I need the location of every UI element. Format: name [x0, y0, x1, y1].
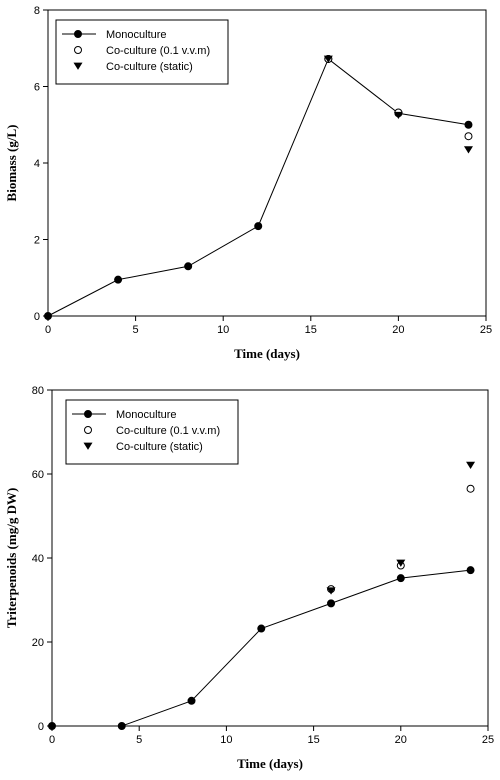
data-point — [254, 222, 263, 231]
legend-entry: Co-culture (0.1 v.v.m) — [106, 45, 210, 57]
y-tick-label: 80 — [32, 385, 44, 397]
y-tick-label: 0 — [34, 311, 40, 323]
x-tick-label: 10 — [217, 324, 229, 336]
x-axis-title: Time (days) — [237, 756, 303, 771]
data-point — [44, 312, 52, 320]
series-line — [52, 569, 471, 727]
data-point — [184, 262, 193, 271]
y-tick-label: 2 — [34, 235, 40, 247]
legend-marker — [73, 62, 83, 70]
data-point — [464, 132, 473, 141]
series-line — [47, 58, 469, 317]
x-tick-label: 15 — [307, 734, 319, 746]
y-axis-title: Biomass (g/L) — [4, 125, 19, 202]
x-tick-label: 15 — [305, 324, 317, 336]
data-point — [466, 461, 476, 470]
x-tick-label: 10 — [220, 734, 232, 746]
triterpenoids-chart: 0 5 10 15 20 25 0 20 40 60 80 Time (days) Triterpeno… — [4, 385, 494, 771]
legend-entry: Co-culture (static) — [116, 441, 203, 453]
data-point — [396, 559, 406, 567]
x-axis-title: Time (days) — [234, 346, 300, 361]
legend-marker — [74, 30, 82, 38]
data-point — [323, 55, 333, 63]
y-axis-title: Triterpenoids (mg/g DW) — [4, 488, 19, 629]
legend-entry: Co-culture (0.1 v.v.m) — [116, 425, 220, 437]
data-point — [326, 587, 336, 595]
data-point — [114, 275, 123, 284]
series-2 — [326, 461, 476, 595]
data-point — [257, 624, 266, 633]
legend-entry: Co-culture (static) — [106, 61, 193, 73]
y-tick-label: 40 — [32, 553, 44, 565]
x-tick-label: 20 — [395, 734, 407, 746]
data-point — [117, 722, 126, 730]
y-tick-label: 0 — [38, 721, 44, 733]
x-tick-label: 0 — [45, 324, 51, 336]
data-point — [466, 484, 475, 493]
y-tick-label: 4 — [34, 158, 40, 170]
x-tick-label: 25 — [480, 324, 492, 336]
y-tick-label: 8 — [34, 5, 40, 17]
legend-box — [55, 19, 229, 85]
data-point — [327, 599, 336, 608]
x-tick-label: 5 — [133, 324, 139, 336]
x-tick-label: 0 — [49, 734, 55, 746]
series-0 — [48, 566, 475, 730]
legend-marker — [74, 46, 82, 54]
legend-box — [65, 399, 239, 465]
data-point — [463, 146, 473, 154]
series-1 — [324, 54, 473, 141]
legend-entry: Monoculture — [106, 29, 167, 41]
y-tick-label: 6 — [34, 82, 40, 94]
x-tick-label: 5 — [136, 734, 142, 746]
series-2 — [323, 55, 473, 154]
data-point — [187, 696, 196, 705]
y-tick-label: 60 — [32, 469, 44, 481]
data-point — [48, 722, 56, 730]
biomass-chart: 0 5 10 15 20 25 0 2 4 6 8 Time (days) Biomass (g/L) M… — [4, 5, 492, 361]
data-point — [464, 120, 473, 129]
legend-entry: Monoculture — [116, 409, 177, 421]
x-tick-label: 20 — [392, 324, 404, 336]
y-tick-label: 20 — [32, 637, 44, 649]
legend-marker — [84, 410, 92, 418]
legend-marker — [83, 442, 93, 450]
data-point — [393, 111, 403, 120]
series-0 — [44, 54, 473, 320]
x-tick-label: 25 — [482, 734, 494, 746]
data-point — [396, 574, 405, 583]
data-point — [466, 566, 475, 575]
legend-marker — [84, 426, 92, 434]
